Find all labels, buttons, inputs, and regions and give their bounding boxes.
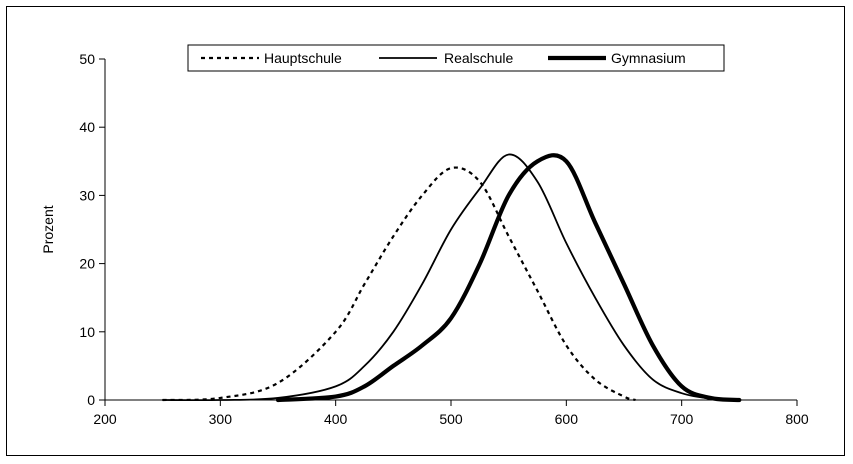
- series-lines: [161, 153, 742, 403]
- x-tick-label: 500: [439, 411, 463, 427]
- legend-label-hauptschule: Hauptschule: [264, 50, 342, 66]
- x-tick-label: 200: [93, 411, 117, 427]
- x-tick-label: 400: [324, 411, 348, 427]
- x-tick-label: 700: [670, 411, 694, 427]
- y-tick-label: 30: [79, 187, 95, 203]
- line-chart: 0 10 20 30 40 50 200 300 400 500 600 700 800 Hauptsc…: [40, 44, 809, 427]
- y-tick-label: 10: [79, 324, 95, 340]
- x-tick-label: 600: [555, 411, 579, 427]
- y-axis-label: Prozent: [40, 205, 56, 253]
- x-tick-label: 800: [785, 411, 809, 427]
- legend-box: [187, 44, 725, 72]
- chart-frame: 0 10 20 30 40 50 200 300 400 500 600 700 800 Hauptsc…: [6, 6, 845, 456]
- series-line-gymnasium: [275, 153, 742, 403]
- legend-label-gymnasium: Gymnasium: [611, 50, 686, 66]
- y-tick-label: 40: [79, 119, 95, 135]
- y-tick-label: 20: [79, 256, 95, 272]
- x-tick-label: 300: [209, 411, 233, 427]
- y-tick-label: 0: [87, 392, 95, 408]
- y-tick-label: 50: [79, 51, 95, 67]
- legend-label-realschule: Realschule: [444, 50, 513, 66]
- legend: Hauptschule Realschule Gymnasium: [187, 44, 725, 72]
- ticks: 0 10 20 30 40 50 200 300 400 500 600 700 800: [79, 51, 808, 427]
- series-line-realschule: [161, 153, 741, 402]
- series-line-hauptschule: [162, 166, 636, 402]
